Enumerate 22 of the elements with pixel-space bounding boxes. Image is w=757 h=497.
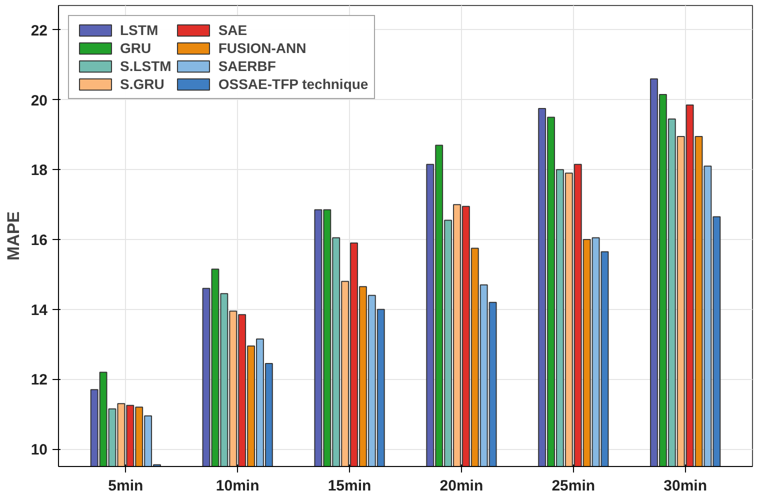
legend-label: SAE <box>218 22 248 38</box>
x-tick-label: 20min <box>440 478 484 494</box>
y-tick-label: 16 <box>30 232 48 249</box>
x-tick-label: 15min <box>328 478 372 494</box>
legend-label: GRU <box>120 40 152 56</box>
x-tick-label: 25min <box>552 478 596 494</box>
legend-label: FUSION-ANN <box>218 40 306 56</box>
x-tick-label: 30min <box>664 478 708 494</box>
y-axis-title: MAPE <box>4 211 23 261</box>
legend-label: LSTM <box>120 22 158 38</box>
legend-label: OSSAE-TFP technique <box>218 76 368 92</box>
y-tick-label: 14 <box>30 302 48 319</box>
legend-label: S.LSTM <box>120 58 172 74</box>
y-tick-label: 12 <box>30 372 48 389</box>
legend-label: S.GRU <box>120 76 164 92</box>
legend-label: SAERBF <box>218 58 276 74</box>
y-tick-label: 20 <box>30 92 48 110</box>
x-tick-label: 10min <box>216 478 260 494</box>
y-tick-label: 18 <box>30 162 48 180</box>
x-tick-label: 5min <box>108 478 144 494</box>
y-tick-label: 10 <box>30 442 48 459</box>
y-tick-label: 22 <box>30 22 48 40</box>
